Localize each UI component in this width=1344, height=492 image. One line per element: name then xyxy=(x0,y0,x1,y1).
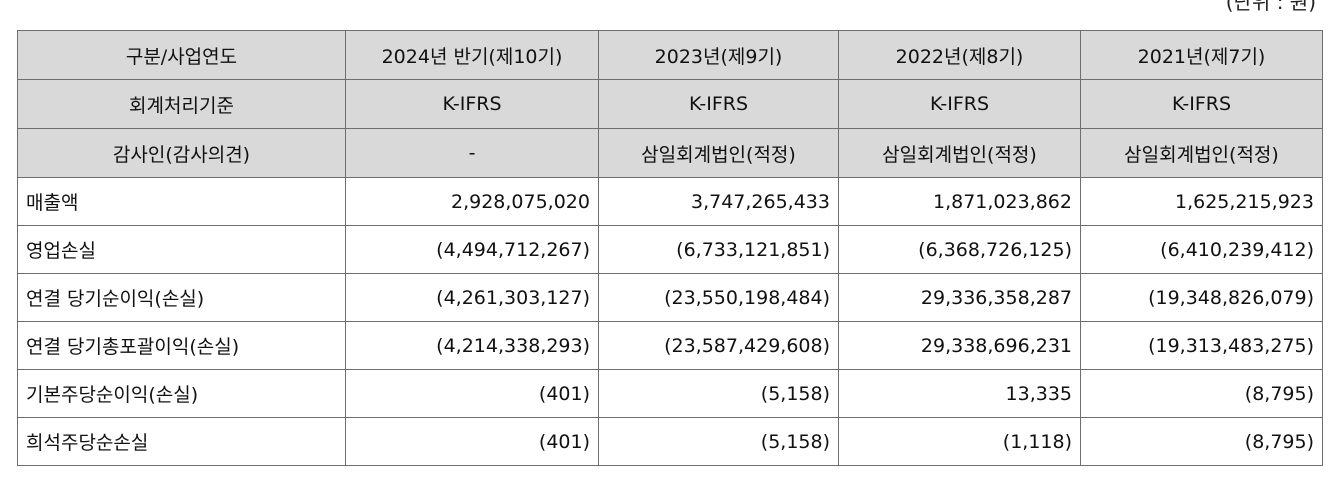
row-label: 영업손실 xyxy=(17,225,346,274)
table-cell: 29,336,358,287 xyxy=(838,273,1081,322)
header-cell-category: 구분/사업연도 xyxy=(17,30,346,80)
header-cell-value: K-IFRS xyxy=(838,79,1081,129)
header-cell-value: K-IFRS xyxy=(1080,79,1323,129)
row-label: 연결 당기총포괄이익(손실) xyxy=(17,321,346,370)
table-row-comprehensive-income: 연결 당기총포괄이익(손실) (4,214,338,293) (23,587,4… xyxy=(17,321,1323,370)
table-cell: (6,410,239,412) xyxy=(1080,225,1323,274)
table-cell: (4,494,712,267) xyxy=(345,225,599,274)
header-cell-value: 삼일회계법인(적정) xyxy=(1080,128,1323,178)
table-cell: 1,871,023,862 xyxy=(838,177,1081,226)
table-cell: (6,368,726,125) xyxy=(838,225,1081,274)
table-cell: (19,348,826,079) xyxy=(1080,273,1323,322)
row-label: 희석주당순손실 xyxy=(17,417,346,466)
table-cell: 3,747,265,433 xyxy=(598,177,839,226)
table-cell: (23,550,198,484) xyxy=(598,273,839,322)
row-label: 연결 당기순이익(손실) xyxy=(17,273,346,322)
table-cell: (5,158) xyxy=(598,369,839,418)
table-row-net-income: 연결 당기순이익(손실) (4,261,303,127) (23,550,198… xyxy=(17,273,1323,322)
financial-summary-table: 구분/사업연도 2024년 반기(제10기) 2023년(제9기) 2022년(… xyxy=(17,30,1323,466)
header-cell-value: 삼일회계법인(적정) xyxy=(838,128,1081,178)
table-cell: (5,158) xyxy=(598,417,839,466)
table-cell: 29,338,696,231 xyxy=(838,321,1081,370)
table-cell: (23,587,429,608) xyxy=(598,321,839,370)
row-label: 기본주당순이익(손실) xyxy=(17,369,346,418)
header-cell-2022: 2022년(제8기) xyxy=(838,30,1081,80)
table-cell: (4,261,303,127) xyxy=(345,273,599,322)
table-row-operating-loss: 영업손실 (4,494,712,267) (6,733,121,851) (6,… xyxy=(17,225,1323,274)
header-row-period: 구분/사업연도 2024년 반기(제10기) 2023년(제9기) 2022년(… xyxy=(17,30,1323,80)
table-row-revenue: 매출액 2,928,075,020 3,747,265,433 1,871,02… xyxy=(17,177,1323,226)
table-row-diluted-eps: 희석주당순손실 (401) (5,158) (1,118) (8,795) xyxy=(17,417,1323,466)
table-cell: (8,795) xyxy=(1080,417,1323,466)
header-cell-label: 회계처리기준 xyxy=(17,79,346,129)
table-cell: 2,928,075,020 xyxy=(345,177,599,226)
table-cell: 13,335 xyxy=(838,369,1081,418)
unit-note: (단위 : 원) xyxy=(1225,0,1316,14)
header-cell-label: 감사인(감사의견) xyxy=(17,128,346,178)
table-cell: (401) xyxy=(345,417,599,466)
header-cell-value: K-IFRS xyxy=(598,79,839,129)
header-cell-value: K-IFRS xyxy=(345,79,599,129)
table-cell: (8,795) xyxy=(1080,369,1323,418)
header-cell-value: 삼일회계법인(적정) xyxy=(598,128,839,178)
header-row-accounting-standard: 회계처리기준 K-IFRS K-IFRS K-IFRS K-IFRS xyxy=(17,79,1323,129)
header-row-auditor: 감사인(감사의견) - 삼일회계법인(적정) 삼일회계법인(적정) 삼일회계법인… xyxy=(17,128,1323,178)
header-cell-value: - xyxy=(345,128,599,178)
table-cell: (4,214,338,293) xyxy=(345,321,599,370)
table-cell: 1,625,215,923 xyxy=(1080,177,1323,226)
header-cell-2024h1: 2024년 반기(제10기) xyxy=(345,30,599,80)
header-cell-2021: 2021년(제7기) xyxy=(1080,30,1323,80)
table-row-basic-eps: 기본주당순이익(손실) (401) (5,158) 13,335 (8,795) xyxy=(17,369,1323,418)
table-cell: (19,313,483,275) xyxy=(1080,321,1323,370)
table-cell: (401) xyxy=(345,369,599,418)
table-cell: (6,733,121,851) xyxy=(598,225,839,274)
table-cell: (1,118) xyxy=(838,417,1081,466)
row-label: 매출액 xyxy=(17,177,346,226)
header-cell-2023: 2023년(제9기) xyxy=(598,30,839,80)
